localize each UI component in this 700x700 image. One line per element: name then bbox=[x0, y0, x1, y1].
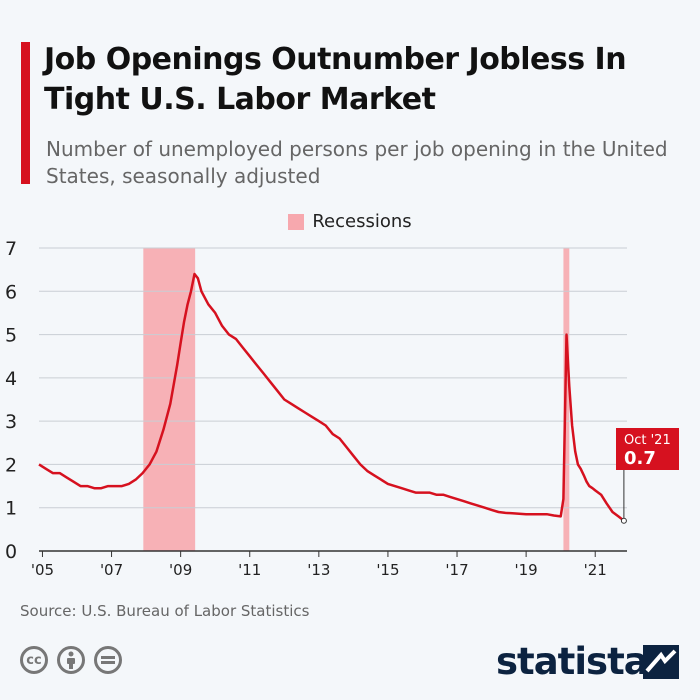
chart-title: Job Openings Outnumber Jobless In Tight … bbox=[44, 42, 627, 117]
y-tick-label-1: 1 bbox=[5, 498, 17, 520]
x-tick-label-2011: '11 bbox=[238, 561, 261, 579]
x-tick-label-2019: '19 bbox=[515, 561, 538, 579]
x-tick-label-2005: '05 bbox=[31, 561, 54, 579]
x-tick-label-2015: '15 bbox=[376, 561, 399, 579]
license-icons: cc bbox=[20, 646, 122, 674]
annotation-date: Oct '21 bbox=[624, 433, 671, 448]
brand-logo[interactable]: statista bbox=[496, 640, 649, 683]
legend: Recessions bbox=[0, 211, 700, 232]
y-tick-label-4: 4 bbox=[5, 368, 17, 390]
x-tick-label-2013: '13 bbox=[307, 561, 330, 579]
y-tick-label-7: 7 bbox=[5, 238, 17, 260]
series-line-0 bbox=[38, 272, 625, 522]
y-tick-label-0: 0 bbox=[5, 541, 17, 563]
annotation-value: 0.7 bbox=[624, 448, 656, 469]
y-tick-label-3: 3 bbox=[5, 411, 17, 433]
x-tick-label-2021: '21 bbox=[584, 561, 607, 579]
annotation-box bbox=[616, 428, 679, 470]
attribution-icon bbox=[57, 646, 85, 674]
no-derivatives-icon bbox=[94, 646, 122, 674]
y-tick-label-6: 6 bbox=[5, 281, 17, 303]
chart-subtitle: Number of unemployed persons per job ope… bbox=[46, 137, 668, 188]
series-endpoint bbox=[620, 517, 627, 524]
statista-logo-icon bbox=[643, 645, 679, 679]
x-tick-label-2017: '17 bbox=[445, 561, 468, 579]
legend-swatch-recessions bbox=[288, 213, 305, 230]
recession-band-0 bbox=[143, 248, 196, 551]
y-tick-label-2: 2 bbox=[5, 454, 17, 476]
legend-label-recessions: Recessions bbox=[312, 211, 412, 232]
title-accent-bar bbox=[21, 42, 30, 184]
cc-icon: cc bbox=[20, 646, 48, 674]
y-tick-label-5: 5 bbox=[5, 325, 17, 347]
x-tick-label-2007: '07 bbox=[100, 561, 123, 579]
x-tick-label-2009: '09 bbox=[169, 561, 192, 579]
source-note: Source: U.S. Bureau of Labor Statistics bbox=[20, 602, 310, 620]
